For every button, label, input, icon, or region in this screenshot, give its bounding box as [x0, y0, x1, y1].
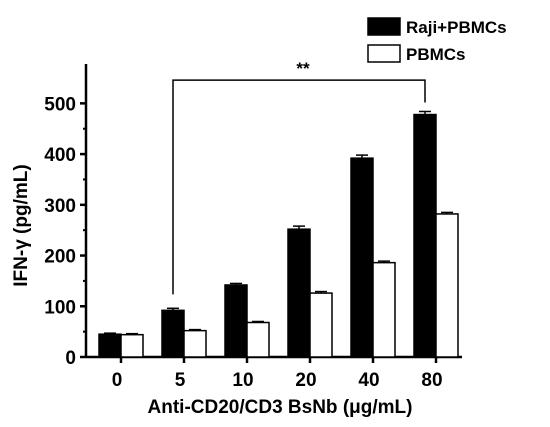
significance-line: [172, 79, 426, 295]
x-tick-label: 5: [175, 370, 186, 391]
legend-label-raji-pbmcs: Raji+PBMCs: [406, 18, 507, 37]
y-tick-label: 500: [44, 94, 76, 115]
x-tick-label: 10: [232, 370, 253, 391]
y-axis-ticks: 0 100 200 300 400 500: [44, 94, 86, 369]
x-tick-label: 40: [358, 370, 379, 391]
y-tick-label: 100: [44, 297, 76, 318]
bar-pbmcs-5: [183, 329, 207, 358]
legend-swatch-raji-pbmcs: [367, 17, 401, 36]
x-axis-title: Anti-CD20/CD3 BsNb (μg/mL): [148, 397, 413, 418]
bar-raji-pbmcs-0: [98, 333, 122, 358]
x-tick-label: 20: [295, 370, 316, 391]
legend-swatch-pbmcs: [367, 44, 401, 63]
y-tick-label: 400: [44, 145, 76, 166]
x-tick-label: 0: [112, 370, 123, 391]
bar-raji-pbmcs-80: [413, 113, 437, 358]
bar-raji-pbmcs-40: [350, 157, 374, 358]
y-tick-label: 0: [65, 348, 76, 369]
y-tick-label: 300: [44, 196, 76, 217]
bar-raji-pbmcs-10: [224, 284, 248, 358]
significance-bracket: **: [172, 59, 426, 295]
y-axis-title: IFN-γ (pg/mL): [11, 164, 32, 286]
error-bars: [104, 110, 453, 335]
x-tick-label: 80: [421, 370, 442, 391]
bar-pbmcs-0: [120, 333, 144, 358]
y-tick-label: 200: [44, 247, 76, 268]
legend: Raji+PBMCs PBMCs: [367, 17, 507, 64]
legend-label-pbmcs: PBMCs: [406, 45, 466, 64]
bar-pbmcs-20: [309, 292, 333, 358]
significance-label: **: [296, 59, 310, 78]
bar-pbmcs-40: [372, 261, 396, 358]
axes: [84, 64, 462, 359]
bars: [98, 113, 459, 358]
bar-raji-pbmcs-20: [287, 228, 311, 358]
bar-raji-pbmcs-5: [161, 309, 185, 358]
bar-pbmcs-80: [435, 213, 459, 358]
x-axis-ticks: 0 5 10 20 40 80: [112, 357, 443, 391]
bar-pbmcs-10: [246, 321, 270, 358]
